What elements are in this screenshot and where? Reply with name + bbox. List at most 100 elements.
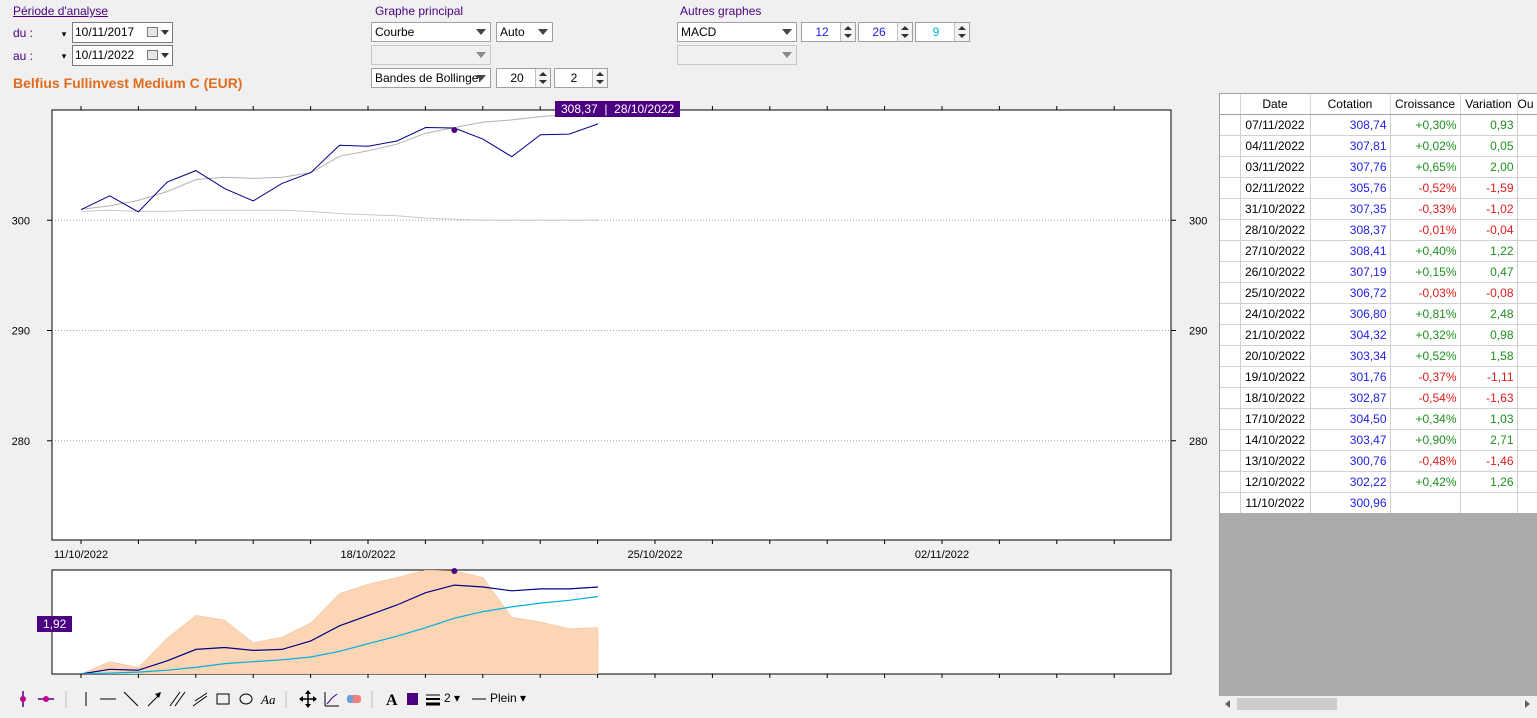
spin-down-icon[interactable] (539, 80, 547, 84)
row-selector (1220, 324, 1241, 346)
table-row[interactable]: 14/10/2022 303,47 +0,90% 2,71 (1220, 429, 1537, 451)
text-style-icon[interactable]: Aa (260, 692, 276, 707)
quotes-table[interactable]: Date Cotation Croissance Variation Ou 07… (1219, 93, 1537, 698)
spin-down-icon[interactable] (844, 34, 852, 38)
table-row[interactable]: 21/10/2022 304,32 +0,32% 0,98 (1220, 324, 1537, 346)
table-row[interactable]: 02/11/2022 305,76 -0,52% -1,59 (1220, 177, 1537, 199)
parallel-lines-icon[interactable] (169, 691, 186, 707)
bollinger-dev-spinner[interactable]: 2 (554, 68, 608, 88)
to-checkbox[interactable]: ▾ (61, 51, 67, 61)
row-selector (1220, 303, 1241, 325)
scrollbar-thumb[interactable] (1237, 698, 1337, 710)
price-chart[interactable]: 300 300 290 290 280 280 11/10/2022 18/10/2022 25… (0, 98, 1215, 568)
chevron-down-icon (161, 53, 169, 58)
cell-growth: -0,52% (1390, 177, 1461, 199)
cell-quote: 307,19 (1310, 261, 1391, 283)
table-row[interactable]: 03/11/2022 307,76 +0,65% 2,00 (1220, 156, 1537, 178)
macd-fast-spinner[interactable]: 12 (801, 22, 856, 42)
main-graph-title: Graphe principal (375, 4, 464, 18)
col-header[interactable]: Cotation (1310, 94, 1391, 115)
col-header[interactable]: Variation (1460, 94, 1518, 115)
spin-up-icon[interactable] (958, 26, 966, 30)
table-header: Date Cotation Croissance Variation Ou (1220, 94, 1537, 115)
overlay-select[interactable]: Bandes de Bollinger (371, 68, 491, 88)
cell-empty (1517, 114, 1537, 136)
cell-growth: -0,48% (1390, 450, 1461, 472)
spin-down-icon[interactable] (596, 80, 604, 84)
row-selector (1220, 387, 1241, 409)
price-tooltip: 308,37 | 28/10/2022 (555, 101, 681, 117)
spin-up-icon[interactable] (844, 26, 852, 30)
table-row[interactable]: 04/11/2022 307,81 +0,02% 0,05 (1220, 135, 1537, 157)
table-row[interactable]: 26/10/2022 307,19 +0,15% 0,47 (1220, 261, 1537, 283)
row-selector (1220, 282, 1241, 304)
indicator2-select[interactable] (677, 45, 797, 65)
from-checkbox[interactable]: ▾ (61, 29, 67, 39)
arrow-icon[interactable] (147, 692, 161, 707)
secondary-graph-select[interactable] (371, 45, 491, 65)
table-row[interactable]: 13/10/2022 300,76 -0,48% -1,46 (1220, 450, 1537, 472)
col-header[interactable]: Croissance (1390, 94, 1461, 115)
ellipse-icon[interactable] (239, 693, 253, 705)
color-swatch-icon[interactable] (407, 693, 418, 705)
from-date-picker[interactable]: 10/11/2017 (72, 22, 173, 43)
bollinger-period-spinner[interactable]: 20 (496, 68, 551, 88)
table-row[interactable]: 31/10/2022 307,35 -0,33% -1,02 (1220, 198, 1537, 220)
cell-empty (1517, 324, 1537, 346)
row-selector (1220, 135, 1241, 157)
line-width-dropdown[interactable]: 2 ▾ (444, 691, 461, 705)
cell-variation: 1,26 (1460, 471, 1518, 493)
channel-icon[interactable] (192, 692, 208, 707)
crosshair-pin-icon[interactable] (20, 691, 26, 707)
macd-signal-spinner[interactable]: 9 (915, 22, 970, 42)
cell-date: 17/10/2022 (1240, 408, 1311, 430)
cell-date: 26/10/2022 (1240, 261, 1311, 283)
rectangle-icon[interactable] (216, 693, 230, 705)
table-row[interactable]: 25/10/2022 306,72 -0,03% -0,08 (1220, 282, 1537, 304)
table-row[interactable]: 27/10/2022 308,41 +0,40% 1,22 (1220, 240, 1537, 262)
spin-up-icon[interactable] (539, 72, 547, 76)
table-row[interactable]: 18/10/2022 302,87 -0,54% -1,63 (1220, 387, 1537, 409)
chart-settings-icon[interactable] (324, 692, 339, 707)
horizontal-scrollbar[interactable] (1219, 696, 1537, 712)
line-style-dropdown[interactable]: Plein ▾ (490, 691, 527, 705)
cell-growth: +0,52% (1390, 345, 1461, 367)
to-date-picker[interactable]: 10/11/2022 (72, 45, 173, 66)
table-row[interactable]: 19/10/2022 301,76 -0,37% -1,11 (1220, 366, 1537, 388)
macd-chart[interactable] (0, 566, 1215, 682)
table-row[interactable]: 17/10/2022 304,50 +0,34% 1,03 (1220, 408, 1537, 430)
table-row[interactable]: 07/11/2022 308,74 +0,30% 0,93 (1220, 114, 1537, 136)
macd-slow-spinner[interactable]: 26 (858, 22, 913, 42)
cell-empty (1517, 345, 1537, 367)
cell-variation: 2,00 (1460, 156, 1518, 178)
table-row[interactable]: 24/10/2022 306,80 +0,81% 2,48 (1220, 303, 1537, 325)
spin-up-icon[interactable] (901, 26, 909, 30)
table-row[interactable]: 28/10/2022 308,37 -0,01% -0,04 (1220, 219, 1537, 241)
spin-up-icon[interactable] (596, 72, 604, 76)
chevron-down-icon (538, 29, 548, 35)
line-width-icon[interactable] (426, 694, 440, 706)
y-tick-label: 300 (1189, 215, 1207, 227)
scroll-left-icon[interactable] (1225, 700, 1230, 708)
cell-empty (1517, 135, 1537, 157)
col-header[interactable]: Date (1240, 94, 1311, 115)
period-title[interactable]: Période d'analyse (13, 4, 109, 18)
horizontal-pin-icon[interactable] (38, 696, 54, 702)
table-row[interactable]: 11/10/2022 300,96 (1220, 492, 1537, 514)
font-icon[interactable]: A (386, 692, 398, 709)
cell-variation: -1,46 (1460, 450, 1518, 472)
bollinger-lower-line (80, 209, 598, 221)
move-icon[interactable] (299, 690, 317, 708)
main-graph-type-select[interactable]: Courbe (371, 22, 491, 42)
scale-select[interactable]: Auto (496, 22, 553, 42)
col-header[interactable]: Ou (1517, 94, 1537, 115)
diagonal-line-icon[interactable] (123, 691, 139, 707)
indicator-select[interactable]: MACD (677, 22, 797, 42)
table-row[interactable]: 12/10/2022 302,22 +0,42% 1,26 (1220, 471, 1537, 493)
table-row[interactable]: 20/10/2022 303,34 +0,52% 1,58 (1220, 345, 1537, 367)
cell-quote: 308,37 (1310, 219, 1391, 241)
eraser-icon[interactable] (347, 695, 361, 703)
spin-down-icon[interactable] (901, 34, 909, 38)
scroll-right-icon[interactable] (1525, 700, 1530, 708)
spin-down-icon[interactable] (958, 34, 966, 38)
